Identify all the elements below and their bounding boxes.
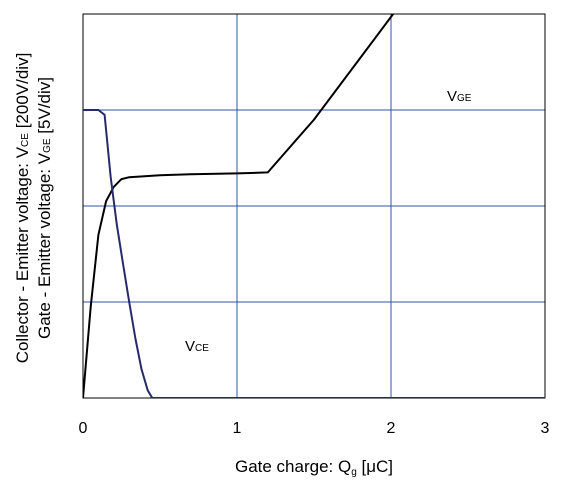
grid [83, 14, 545, 398]
x-tick-labels: 0 1 2 3 [79, 420, 550, 437]
y-axis-label-outer-unit: [200V/div] [13, 53, 32, 133]
x-axis-label-unit: [μC] [357, 457, 393, 476]
series-label-vge-main: V [447, 88, 457, 105]
series-label-vge: VGE [447, 88, 472, 105]
series-label-vce: VCE [185, 338, 209, 355]
x-axis-label-sub: g [351, 467, 357, 478]
y-axis-label-inner-unit: [5V/div] [35, 77, 54, 138]
x-tick-label: 1 [233, 420, 242, 437]
series-label-vce-sub: CE [195, 343, 209, 354]
y-axis-label-outer-main: Collector - Emitter voltage: V [13, 146, 32, 363]
x-axis-label: Gate charge: Qg [μC] [235, 457, 393, 478]
y-axis-label-inner-sub: GE [42, 138, 53, 153]
series-label-vge-sub: GE [457, 93, 472, 104]
series-line-ge [83, 14, 395, 398]
x-tick-label: 2 [387, 420, 396, 437]
series-label-vce-main: V [185, 338, 195, 355]
y-axis-label-inner-main: Gate - Emitter voltage: V [35, 152, 54, 339]
x-tick-label: 3 [541, 420, 550, 437]
x-axis-label-main: Gate charge: Q [235, 457, 351, 476]
y-axis-label-outer-sub: CE [20, 133, 31, 147]
series-layer [83, 14, 545, 398]
x-tick-label: 0 [79, 420, 88, 437]
y-axis-label-inner: Gate - Emitter voltage: VGE [5V/div] [35, 77, 54, 339]
y-axis-label-outer: Collector - Emitter voltage: VCE [200V/d… [13, 53, 32, 364]
series-line-ce [83, 109, 545, 398]
